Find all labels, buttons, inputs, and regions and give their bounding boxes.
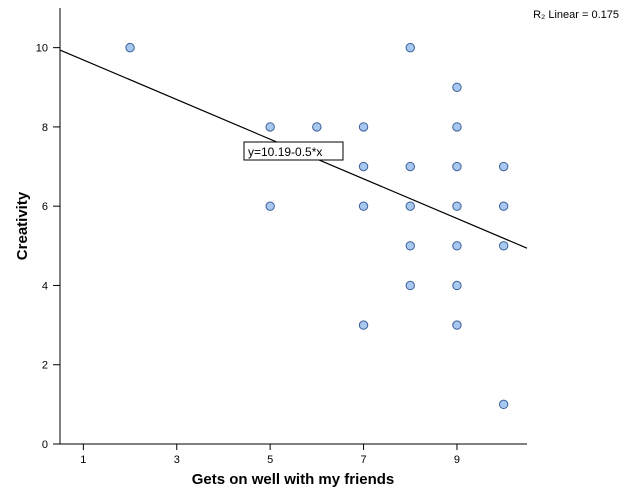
y-tick-label: 8 [42, 122, 48, 134]
data-point [358, 320, 369, 330]
data-point [452, 201, 462, 211]
x-tick-label: 3 [174, 454, 180, 466]
x-ticks: 1 3 5 7 9 [80, 444, 460, 466]
data-point [405, 201, 415, 211]
data-point [498, 241, 509, 251]
data-point [498, 161, 509, 172]
data-point [405, 42, 415, 53]
data-point [405, 280, 415, 291]
data-point [358, 201, 369, 211]
x-tick-label: 7 [360, 454, 366, 466]
y-tick-label: 2 [42, 360, 48, 372]
data-point [452, 82, 462, 92]
data-point [498, 399, 509, 410]
x-tick-label: 5 [267, 454, 273, 466]
data-point [452, 241, 462, 251]
y-axis-title: Creativity [14, 191, 31, 260]
equation-label-box: y=10.19-0.5*x [243, 141, 344, 161]
data-point [358, 161, 369, 172]
data-point [498, 201, 509, 211]
plot-frame [59, 8, 527, 445]
data-point [405, 241, 415, 251]
r2-linear-label: R₂ Linear = 0.175 [533, 9, 619, 21]
data-point [125, 42, 135, 53]
data-point [452, 320, 462, 330]
data-point [452, 122, 462, 132]
data-point [452, 280, 462, 291]
data-point [405, 161, 415, 172]
x-tick-label: 9 [454, 454, 460, 466]
equation-label-frame [243, 141, 344, 161]
data-point [452, 161, 462, 172]
data-point [312, 122, 322, 132]
equation-label: y=10.19-0.5*x [248, 145, 322, 159]
data-point [265, 201, 275, 211]
data-points [125, 42, 509, 410]
data-point [358, 122, 369, 132]
y-tick-label: 4 [42, 280, 48, 292]
x-tick-label: 1 [80, 454, 86, 466]
data-point [265, 122, 275, 132]
x-axis-title: Gets on well with my friends [192, 471, 395, 488]
y-tick-label: 0 [42, 439, 48, 451]
y-tick-label: 10 [36, 43, 48, 55]
y-ticks: 0 2 4 6 8 10 [36, 43, 60, 451]
y-tick-label: 6 [42, 201, 48, 213]
